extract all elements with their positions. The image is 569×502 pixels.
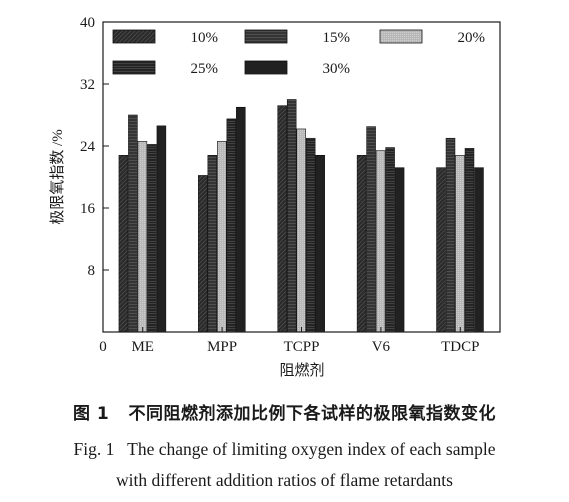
bar-v6-25pct [385,147,395,333]
bar-mpp-30pct [236,106,246,333]
bar-v6-10pct [356,155,367,333]
y-tick-label: 40 [80,15,95,31]
bar-tdcp-25pct [464,148,475,333]
bar-tdcp-30pct [474,167,484,333]
bar-tcpp-15pct [286,99,297,333]
y-tick-label: 24 [80,139,96,155]
y-tick-label: 32 [80,77,95,93]
bar-me-20pct [137,141,148,333]
y-tick-label: 16 [80,201,96,217]
bar-me-25pct [147,144,157,333]
legend-swatch-25pct [112,60,156,75]
y-axis-label: 极限氧指数 /% [49,129,66,224]
legend-label-15pct: 15% [323,30,351,46]
x-tick-label-me: ME [131,339,154,355]
plot-frame [102,21,501,333]
bar-mpp-25pct [226,118,237,333]
bar-tdcp-15pct [445,137,456,333]
bar-tcpp-30pct [315,155,325,333]
x-tick-label-mpp: MPP [207,339,237,355]
x-tick-label-tdcp: TDCP [441,339,479,355]
legend-label-25pct: 25% [191,61,219,77]
legend-swatch-20pct [379,29,423,44]
bar-v6-15pct [366,126,376,333]
origin-label: 0 [99,339,107,355]
legend-swatch-30pct [244,60,288,75]
bar-mpp-10pct [198,175,208,333]
legend-swatch-10pct [112,29,156,44]
x-axis-ticks: ME MPP TCPP V6 TDCP [131,327,479,355]
bar-tcpp-10pct [277,105,287,333]
bar-v6-20pct [375,150,386,333]
bar-v6-30pct [394,167,405,333]
bar-tcpp-25pct [305,137,316,333]
figure-caption-chinese: 图 1 不同阻燃剂添加比例下各试样的极限氧指数变化 [72,404,496,424]
x-tick-label-tcpp: TCPP [284,339,320,355]
bar-tcpp-20pct [296,128,306,333]
bars-group [118,99,484,333]
legend-label-20pct: 20% [458,30,486,46]
y-tick-label: 8 [88,263,96,279]
bar-chart: 8 16 24 32 40 ME MPP TCPP V6 TDCP 10% 15% 20% 25% 30… [49,15,501,379]
bar-mpp-20pct [217,141,227,333]
y-axis-ticks: 8 16 24 32 40 [80,15,109,279]
x-axis-label: 阻燃剂 [279,361,324,379]
bar-me-15pct [128,114,138,333]
legend-swatch-15pct [244,29,288,44]
figure-caption-english-line-2: with different addition ratios of flame … [116,470,453,490]
bar-me-10pct [118,155,129,333]
legend-label-10pct: 10% [191,30,219,46]
x-tick-label-v6: V6 [372,339,391,355]
figure-caption-english-line-1: Fig. 1 The change of limiting oxygen ind… [73,439,496,459]
legend: 10% 15% 20% 25% 30% [112,29,486,77]
bar-me-30pct [156,125,167,333]
bar-tdcp-20pct [455,155,465,333]
bar-mpp-15pct [207,155,218,333]
legend-label-30pct: 30% [323,61,351,77]
bar-tdcp-10pct [436,167,446,333]
